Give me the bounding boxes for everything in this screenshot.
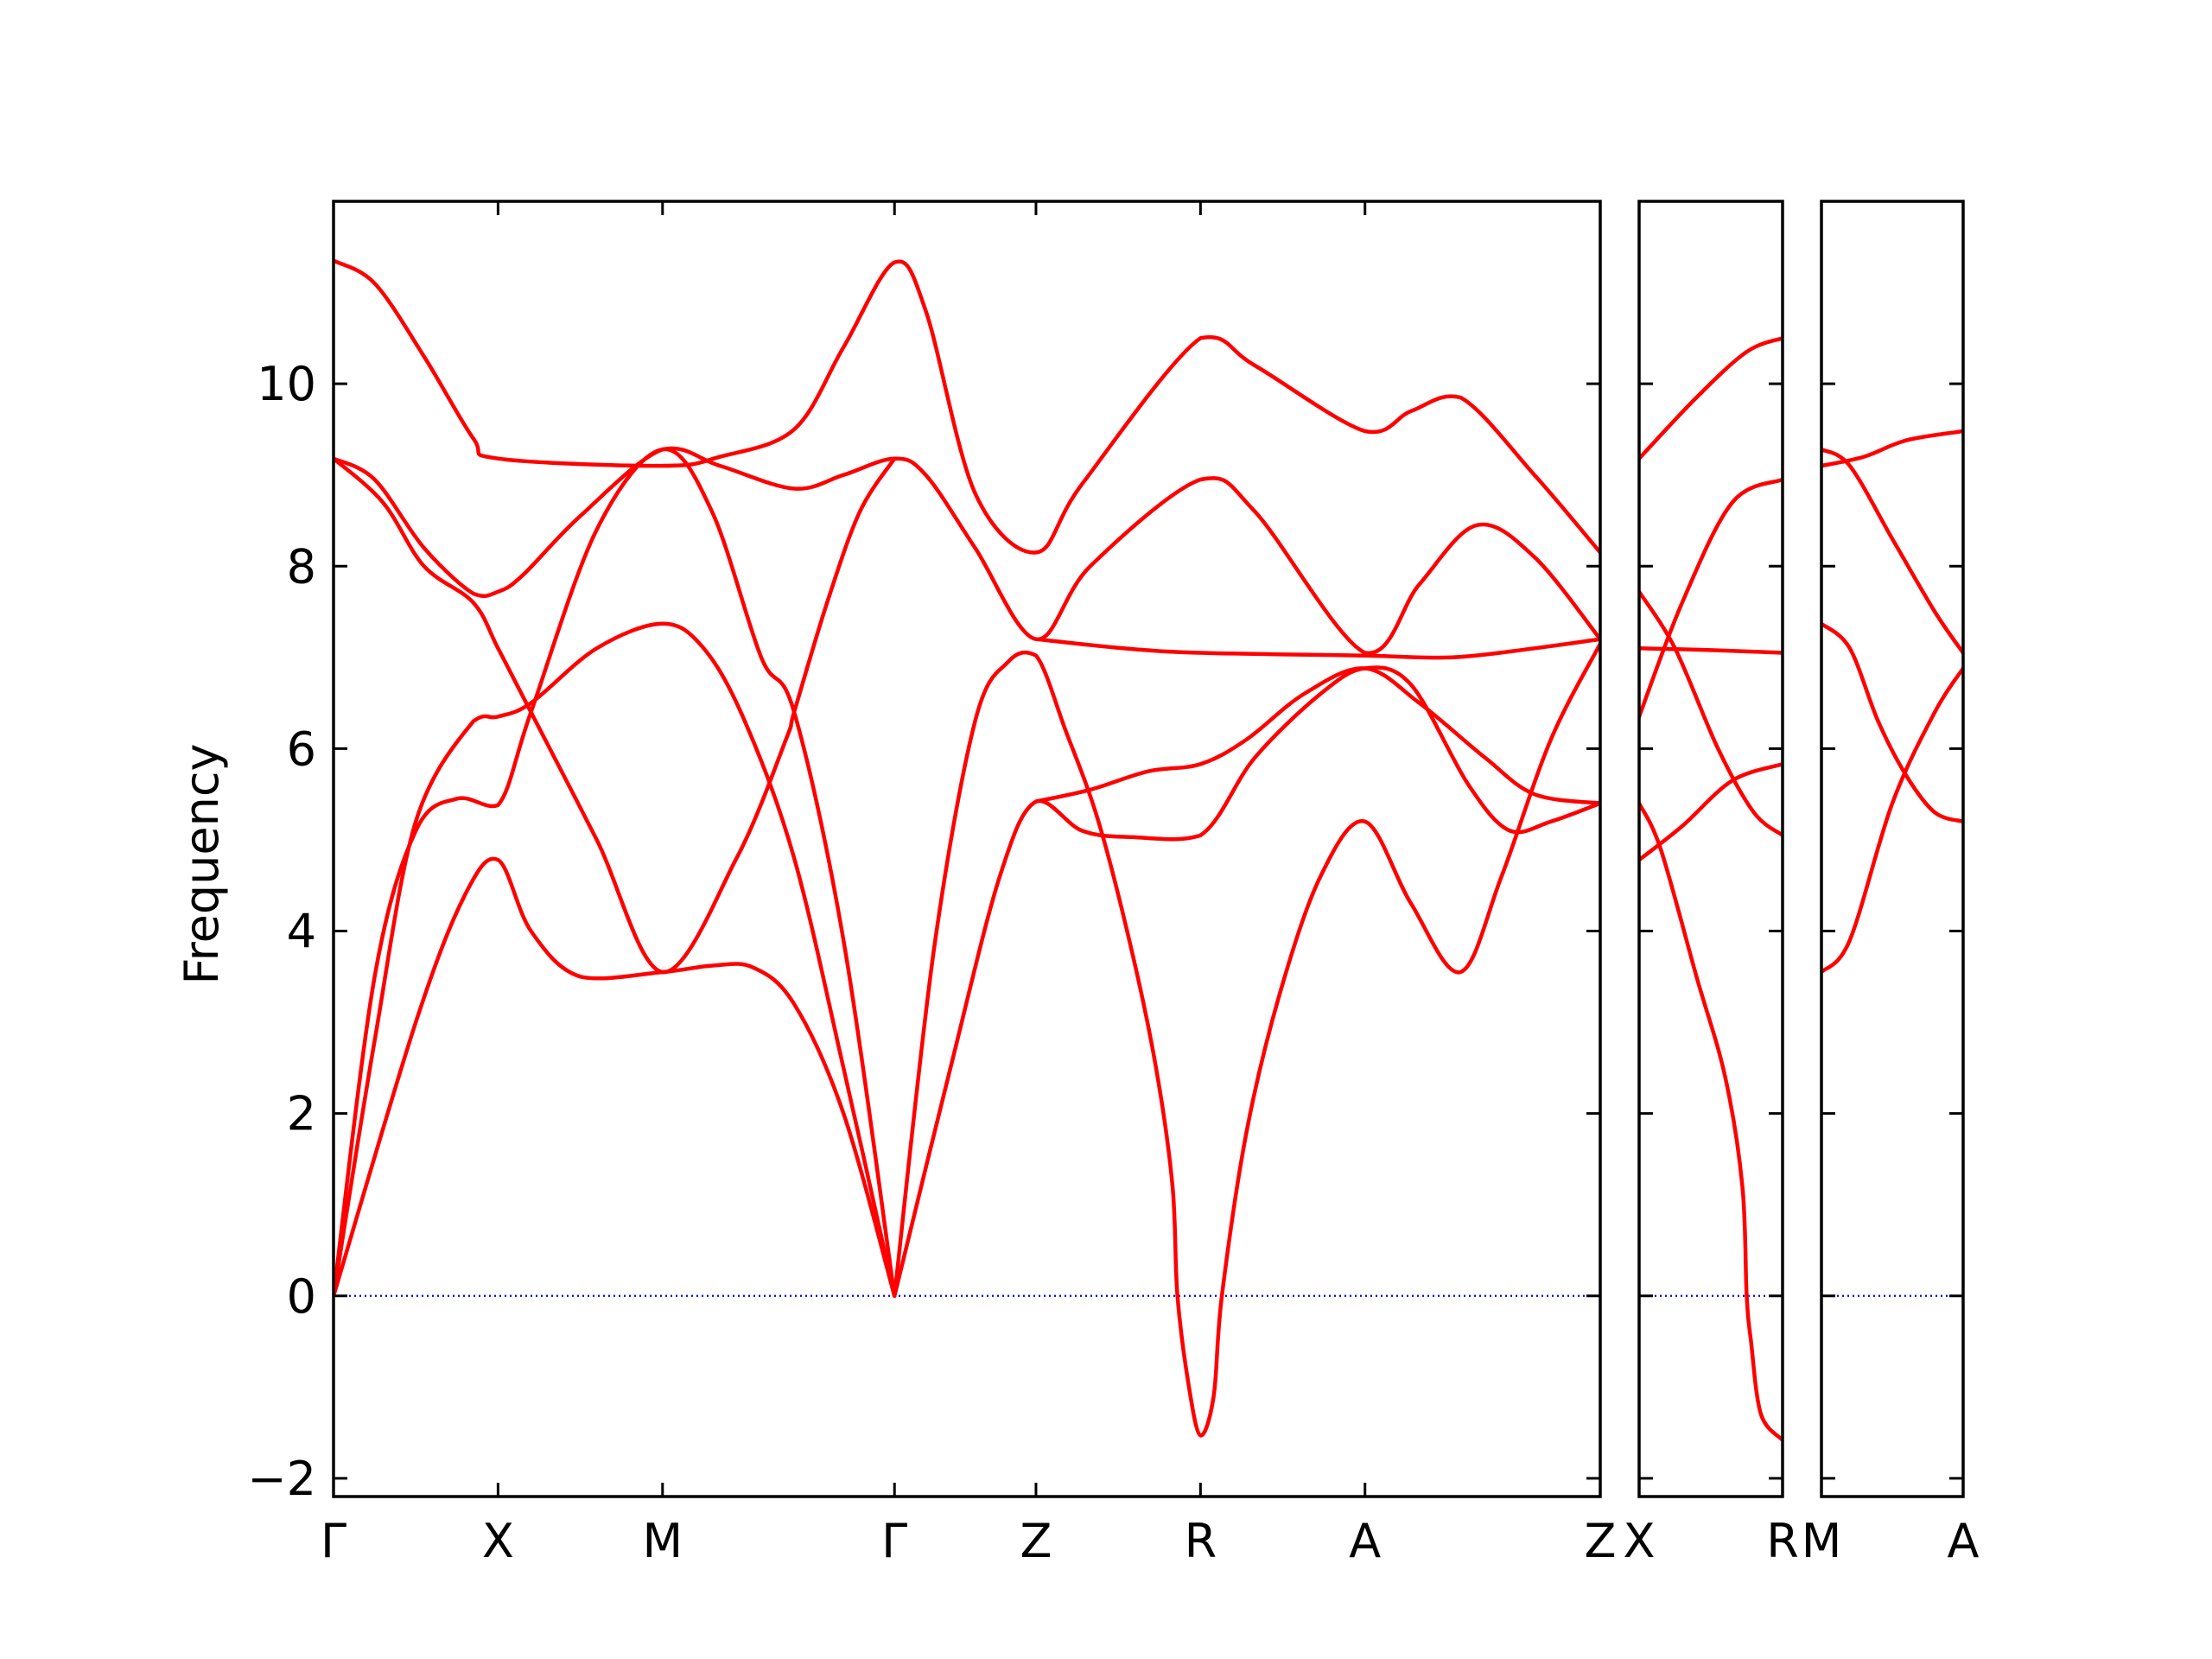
x-tick-label: Γ	[881, 1514, 907, 1568]
panel-frame	[1637, 200, 1784, 1498]
x-tick-label: M	[642, 1514, 683, 1568]
band-group	[334, 258, 1600, 1438]
x-tick-label: Z	[1585, 1514, 1617, 1568]
band-line	[1821, 429, 1963, 468]
band-line	[1639, 646, 1783, 655]
x-tick-label: R	[1185, 1514, 1217, 1568]
band-line	[1639, 801, 1783, 1442]
y-tick-label: 6	[287, 721, 316, 776]
band-line	[892, 665, 1600, 1299]
x-tick-label: A	[1349, 1514, 1381, 1568]
band-line	[334, 258, 1600, 555]
y-tick-label: −2	[247, 1452, 316, 1506]
x-tick-label: A	[1948, 1514, 1980, 1568]
x-tick-label: X	[482, 1514, 514, 1568]
band-line	[1821, 447, 1963, 655]
band-line	[1639, 336, 1783, 461]
band-line	[334, 447, 897, 1299]
band-line	[1821, 621, 1963, 824]
band-group	[1639, 336, 1783, 1442]
y-tick-label: 4	[287, 905, 316, 959]
band-line	[1033, 666, 1600, 805]
x-tick-label: M	[1802, 1514, 1842, 1568]
panel-main: −2 0 2 4 6 8 10 Γ X M Γ Z R A Z	[247, 200, 1617, 1568]
band-line	[334, 446, 1600, 655]
band-line	[334, 856, 897, 1299]
band-line	[1639, 477, 1783, 719]
y-axis-title: Frequency	[175, 744, 229, 985]
band-line	[1821, 666, 1963, 975]
panel-frame	[1820, 200, 1965, 1498]
band-line	[334, 621, 897, 1299]
band-group	[1821, 429, 1963, 975]
y-tick-label: 2	[287, 1087, 316, 1141]
band-line	[892, 641, 1600, 1438]
y-tick-label: 0	[287, 1269, 316, 1324]
band-line	[334, 456, 897, 975]
x-tick-label: R	[1766, 1514, 1799, 1568]
x-tick-label: Z	[1020, 1514, 1052, 1568]
band-line	[1639, 589, 1783, 837]
band-line	[1033, 637, 1600, 660]
x-tick-label: X	[1624, 1514, 1656, 1568]
x-tick-label: Γ	[321, 1514, 346, 1568]
y-tick-label: 8	[287, 539, 316, 594]
y-tick-label: 10	[257, 357, 316, 411]
panel-frame	[332, 200, 1602, 1498]
